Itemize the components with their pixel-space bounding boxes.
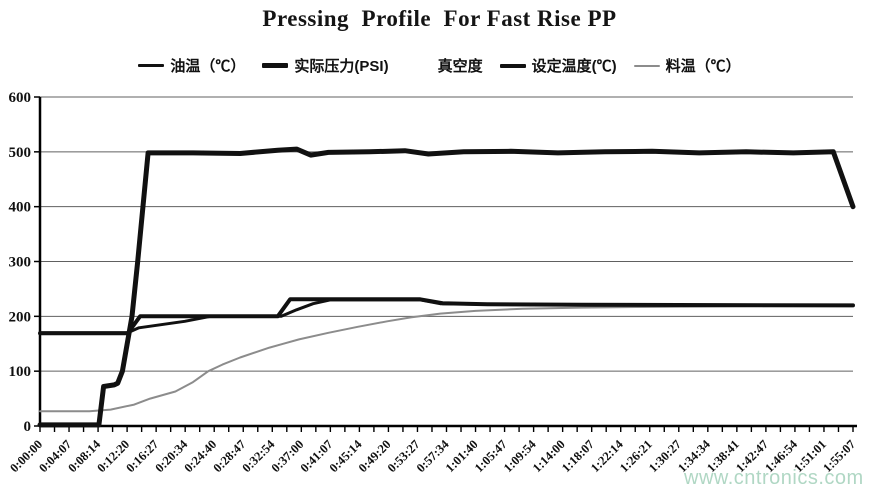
legend-line-sample-icon: [499, 63, 526, 68]
series-line-1: [37, 146, 856, 428]
svg-text:500: 500: [9, 145, 32, 161]
chart-legend: 油温（℃） 实际压力(PSI) 真空度 设定温度(℃) 料温（℃）: [0, 55, 879, 76]
legend-line-sample-icon: [405, 64, 432, 67]
svg-text:600: 600: [9, 90, 32, 106]
legend-item-3: 设定温度(℃): [499, 55, 617, 76]
axes: [38, 97, 857, 428]
svg-text:400: 400: [9, 200, 32, 216]
series-line-0: [38, 298, 855, 335]
legend-line-sample-icon: [633, 64, 660, 67]
svg-text:100: 100: [9, 364, 32, 380]
legend-item-label: 设定温度(℃): [531, 58, 617, 75]
legend-item-2: 真空度: [405, 55, 483, 76]
chart-title: Pressing Profile For Fast Rise PP: [262, 6, 617, 31]
gridlines: [40, 96, 853, 372]
svg-text:0: 0: [24, 419, 32, 435]
legend-line-sample-icon: [262, 63, 289, 68]
y-axis-labels: 0 100 200 300 400 500 600: [9, 90, 40, 435]
series-line-4: [39, 304, 854, 413]
svg-text:1:55:07: 1:55:07: [820, 437, 858, 475]
legend-item-0: 油温（℃）: [138, 55, 245, 76]
legend-item-4: 料温（℃）: [633, 55, 741, 76]
legend-line-sample-icon: [138, 64, 165, 67]
legend-item-label: 真空度: [437, 58, 483, 75]
svg-text:200: 200: [9, 309, 32, 325]
legend-item-1: 实际压力(PSI): [262, 55, 389, 76]
legend-item-label: 料温（℃）: [665, 58, 741, 75]
legend-item-label: 油温（℃）: [170, 58, 246, 75]
x-axis-labels: 0:00:000:04:070:08:140:12:200:16:270:20:…: [7, 437, 858, 475]
legend-item-label: 实际压力(PSI): [294, 58, 389, 75]
svg-text:300: 300: [9, 255, 32, 271]
